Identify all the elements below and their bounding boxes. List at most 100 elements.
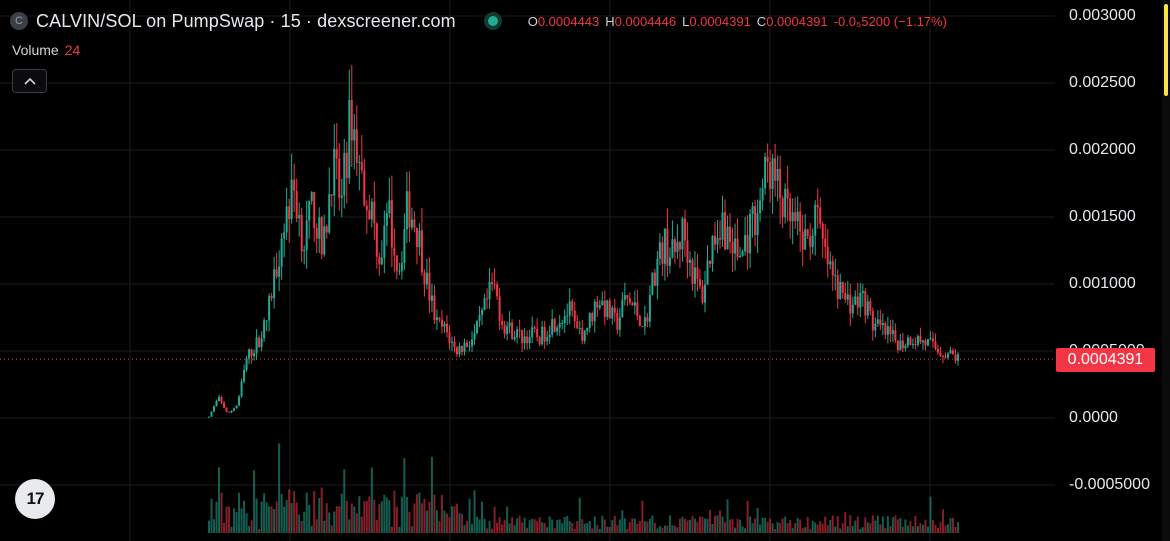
candle [293, 163, 296, 212]
candle-body [400, 262, 403, 272]
candle-body [533, 327, 536, 329]
candle-body [633, 302, 636, 306]
candle [811, 228, 814, 255]
candle [486, 288, 489, 309]
volume-bar [328, 512, 331, 533]
volume-bar [731, 519, 734, 533]
volume-bar [353, 506, 356, 533]
volume-bar [683, 518, 686, 533]
volume-bar [335, 506, 338, 533]
volume-bar [796, 517, 799, 533]
volume-bar [438, 521, 441, 533]
candle-body [328, 194, 331, 233]
volume-bar [919, 523, 922, 533]
candle [295, 178, 298, 223]
candle-body [541, 326, 544, 345]
candle-body [315, 227, 318, 239]
candle-body [593, 301, 596, 322]
candle [498, 287, 501, 330]
candle [786, 165, 789, 222]
candle [751, 202, 754, 238]
volume-bar [754, 518, 757, 533]
candle-body [506, 326, 509, 335]
volume-bar [486, 528, 489, 533]
volume-bar [398, 526, 401, 533]
collapse-legend-button[interactable] [12, 69, 47, 93]
scrollbar-track[interactable] [1162, 0, 1170, 541]
volume-bar [688, 519, 691, 533]
candle-body [528, 337, 531, 344]
candle-body [668, 257, 671, 266]
tradingview-logo-icon[interactable]: 17 [15, 479, 55, 519]
market-status-icon[interactable] [487, 16, 498, 26]
candle-body [238, 396, 241, 406]
candle-body [796, 211, 799, 222]
price-axis[interactable]: 0.003000 0.002500 0.002000 0.001500 0.001000… [1055, 0, 1170, 541]
volume-bar [403, 458, 406, 533]
volume-bar [235, 512, 238, 533]
candle-body [395, 255, 398, 272]
volume-bar [779, 522, 782, 533]
candle-body [926, 339, 929, 346]
candle [769, 149, 772, 203]
candle-body [288, 206, 291, 219]
close-value: 0.0004391 [766, 13, 828, 29]
volume-bar [420, 503, 423, 533]
candle-body [508, 322, 511, 327]
candle-body [463, 342, 466, 352]
volume-bar [290, 503, 293, 533]
candle-body [874, 323, 877, 331]
candle [776, 155, 779, 202]
candle [854, 290, 857, 306]
volume-bar [911, 526, 914, 533]
candle [864, 287, 867, 324]
volume-bar [671, 525, 674, 533]
volume-bar [744, 528, 747, 533]
candle-body [223, 402, 226, 408]
last-price-tag: 0.0004391 [1056, 348, 1155, 372]
volume-bar [583, 523, 586, 533]
volume-bar [430, 457, 433, 533]
candle-body [936, 348, 939, 353]
volume-bar [926, 526, 929, 533]
volume-bar [476, 516, 479, 533]
candle-body [278, 266, 281, 277]
candle-body [934, 341, 937, 349]
candle [651, 272, 654, 296]
candle-body [746, 234, 749, 254]
candle-body [653, 272, 656, 286]
candle-body [658, 242, 661, 259]
candle-body [839, 281, 842, 299]
volume-bar [844, 512, 847, 533]
volume-bar [481, 501, 484, 533]
candle-body [754, 206, 757, 236]
candle [556, 325, 559, 336]
candle-body [501, 320, 504, 325]
candle [779, 155, 782, 224]
scrollbar-thumb[interactable] [1164, 4, 1168, 96]
candle [521, 329, 524, 353]
candle [265, 320, 268, 332]
candle [390, 175, 393, 268]
candle-body [734, 238, 737, 254]
volume-bar [676, 527, 679, 533]
volume-bar [576, 521, 579, 533]
candle [673, 236, 676, 264]
candle-body [323, 226, 326, 255]
candle-body [255, 337, 258, 354]
volume-bar [531, 518, 534, 533]
candle [320, 215, 323, 259]
candle-body [270, 296, 273, 299]
volume-bar [871, 515, 874, 533]
volume-bar [323, 520, 326, 533]
volume-bar [593, 516, 596, 533]
volume-bar [869, 523, 872, 533]
volume-bar [899, 518, 902, 533]
volume-bar [390, 526, 393, 533]
volume-bar [756, 508, 759, 533]
candle [420, 207, 423, 277]
volume-bar [641, 500, 644, 533]
candle [606, 299, 609, 320]
candle-body [801, 231, 804, 250]
